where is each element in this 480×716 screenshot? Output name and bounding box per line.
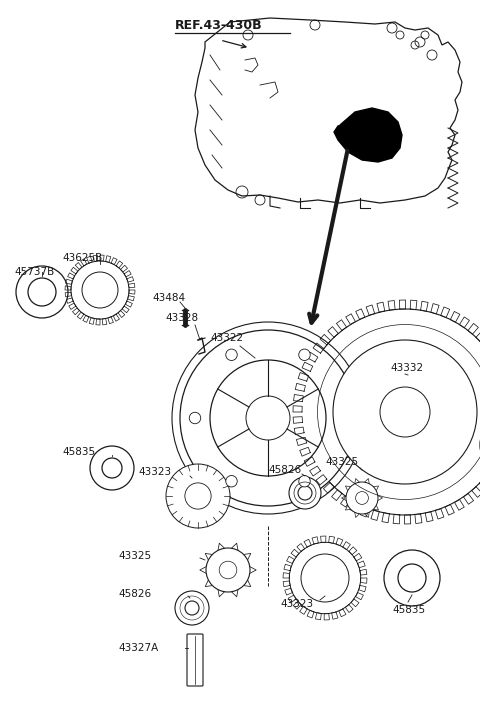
- Text: 43322: 43322: [210, 333, 243, 343]
- Text: 43332: 43332: [390, 363, 423, 373]
- Circle shape: [335, 412, 347, 424]
- Text: 43325: 43325: [325, 457, 358, 467]
- Text: 43323: 43323: [138, 467, 171, 477]
- Circle shape: [175, 591, 209, 625]
- Circle shape: [289, 542, 360, 614]
- Circle shape: [166, 464, 230, 528]
- Circle shape: [301, 554, 349, 602]
- Circle shape: [302, 309, 480, 515]
- Text: 43325: 43325: [118, 551, 151, 561]
- Circle shape: [28, 278, 56, 306]
- Circle shape: [299, 475, 310, 487]
- Text: 43323: 43323: [280, 599, 313, 609]
- Text: 45826: 45826: [118, 589, 151, 599]
- Text: 45737B: 45737B: [14, 267, 54, 277]
- Text: 43328: 43328: [165, 313, 198, 323]
- Circle shape: [206, 548, 250, 592]
- Circle shape: [384, 550, 440, 606]
- Circle shape: [189, 412, 201, 424]
- Circle shape: [380, 387, 430, 437]
- Circle shape: [226, 349, 237, 360]
- Circle shape: [16, 266, 68, 318]
- Circle shape: [289, 477, 321, 509]
- Circle shape: [82, 272, 118, 308]
- Text: 43327A: 43327A: [118, 643, 158, 653]
- Circle shape: [299, 349, 310, 360]
- Circle shape: [185, 483, 211, 509]
- Text: 43625B: 43625B: [62, 253, 102, 263]
- Circle shape: [210, 360, 326, 476]
- Circle shape: [71, 261, 129, 319]
- Circle shape: [246, 396, 290, 440]
- Text: 45826: 45826: [268, 465, 301, 475]
- Text: 45835: 45835: [62, 447, 95, 457]
- Circle shape: [226, 475, 237, 487]
- Circle shape: [346, 482, 378, 514]
- Circle shape: [185, 601, 199, 615]
- Circle shape: [398, 564, 426, 592]
- Circle shape: [333, 340, 477, 484]
- Circle shape: [180, 330, 356, 506]
- Text: 45835: 45835: [392, 605, 425, 615]
- Circle shape: [298, 486, 312, 500]
- Circle shape: [90, 446, 134, 490]
- Polygon shape: [334, 108, 402, 162]
- Text: 43484: 43484: [152, 293, 185, 303]
- Text: REF.43-430B: REF.43-430B: [175, 19, 263, 32]
- Circle shape: [102, 458, 122, 478]
- FancyBboxPatch shape: [187, 634, 203, 686]
